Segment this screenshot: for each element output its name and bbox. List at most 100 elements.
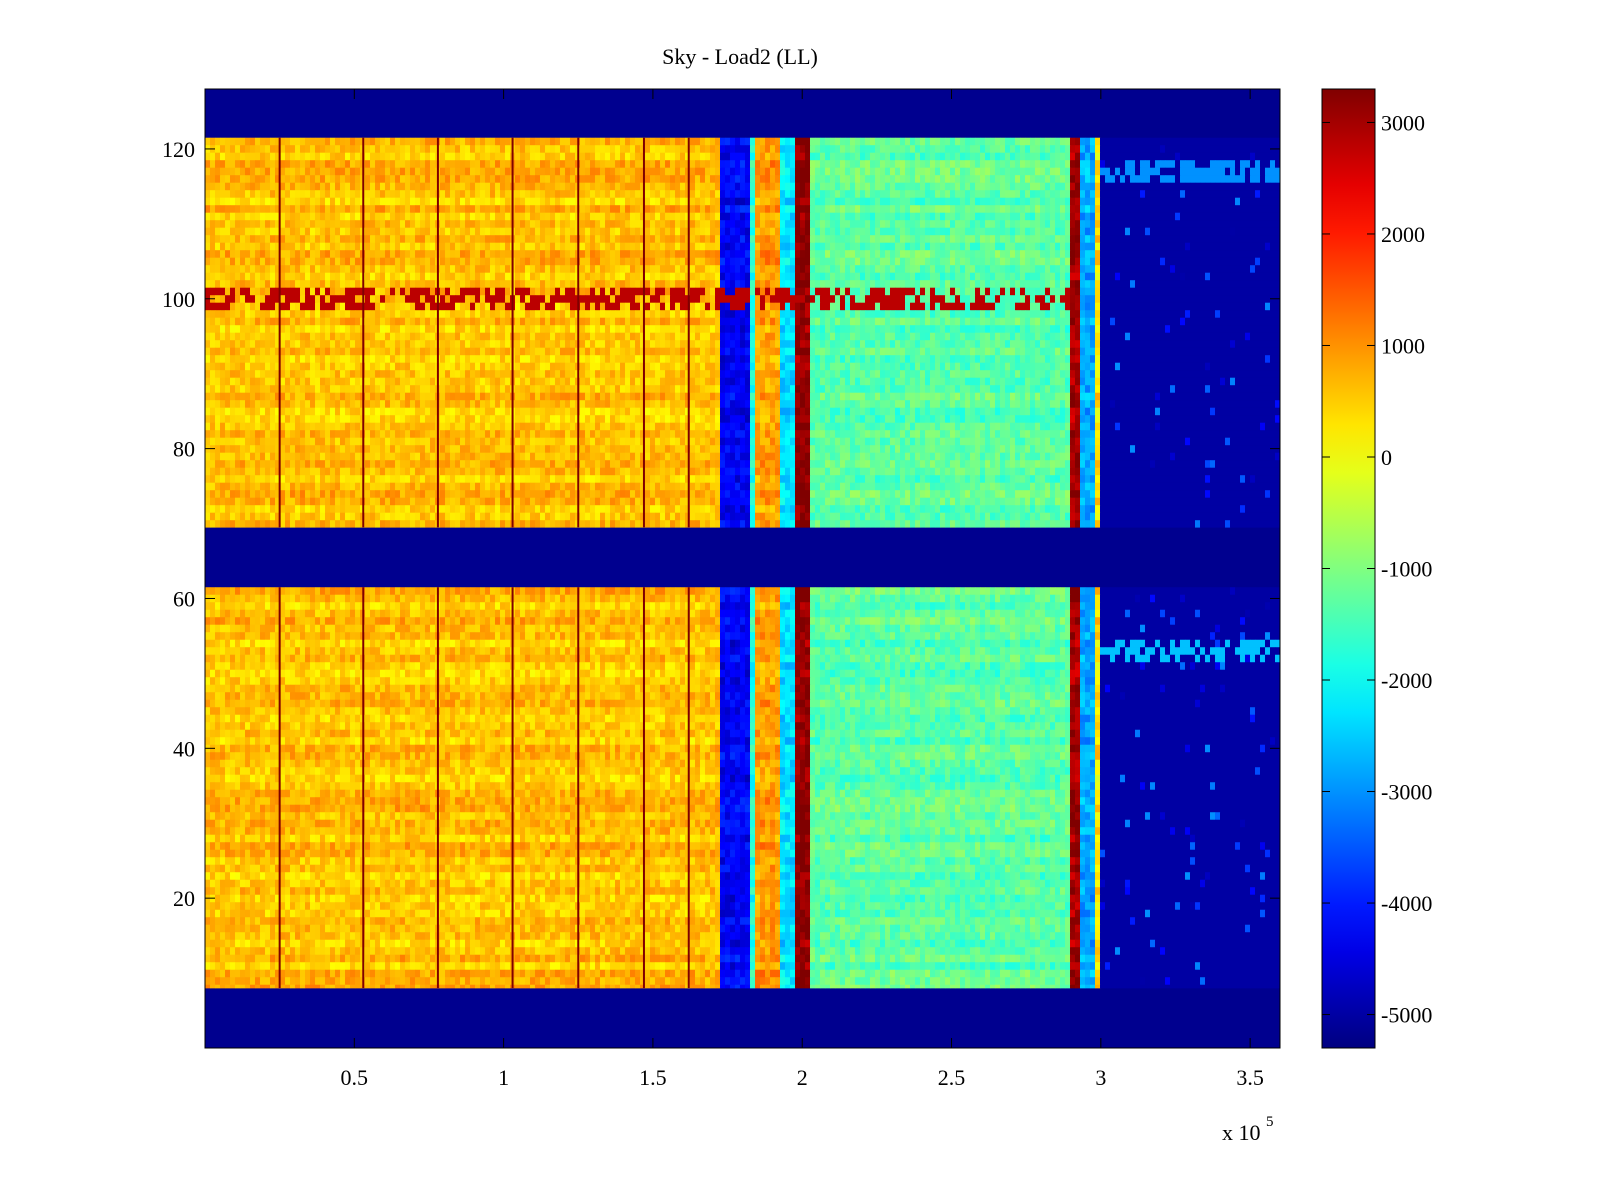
heatmap-cell bbox=[715, 610, 720, 618]
heatmap-cell bbox=[335, 692, 340, 700]
heatmap-cell bbox=[1195, 625, 1200, 633]
heatmap-cell bbox=[210, 677, 215, 685]
heatmap-cell bbox=[1205, 587, 1210, 595]
heatmap-cell bbox=[1080, 625, 1085, 633]
heatmap-cell bbox=[535, 647, 540, 655]
heatmap-cell bbox=[880, 677, 885, 685]
heatmap-cell bbox=[1045, 655, 1050, 663]
heatmap-cell bbox=[1170, 587, 1175, 595]
heatmap-cell bbox=[980, 610, 985, 618]
heatmap-cell bbox=[545, 617, 550, 625]
heatmap-cell bbox=[560, 707, 565, 715]
heatmap-cell bbox=[810, 745, 815, 753]
heatmap-cell bbox=[895, 632, 900, 640]
heatmap-cell bbox=[260, 602, 265, 610]
heatmap-cell bbox=[600, 730, 605, 738]
heatmap-cell bbox=[1000, 647, 1005, 655]
heatmap-cell bbox=[935, 587, 940, 595]
heatmap-cell bbox=[1125, 602, 1130, 610]
heatmap-cell bbox=[830, 722, 835, 730]
heatmap-cell bbox=[525, 745, 530, 753]
heatmap-cell bbox=[445, 640, 450, 648]
heatmap-cell bbox=[805, 700, 810, 708]
heatmap-cell bbox=[265, 610, 270, 618]
heatmap-cell bbox=[885, 722, 890, 730]
heatmap-cell bbox=[520, 602, 525, 610]
heatmap-cell bbox=[595, 692, 600, 700]
heatmap-cell bbox=[960, 640, 965, 648]
heatmap-cell bbox=[720, 602, 725, 610]
heatmap-cell bbox=[295, 700, 300, 708]
heatmap-cell bbox=[350, 640, 355, 648]
heatmap-cell bbox=[310, 707, 315, 715]
heatmap-cell bbox=[300, 625, 305, 633]
heatmap-cell bbox=[725, 647, 730, 655]
heatmap-cell bbox=[255, 707, 260, 715]
heatmap-cell bbox=[655, 730, 660, 738]
heatmap-cell bbox=[695, 632, 700, 640]
heatmap-cell bbox=[265, 617, 270, 625]
heatmap-cell bbox=[300, 670, 305, 678]
heatmap-cell bbox=[400, 602, 405, 610]
heatmap-cell bbox=[555, 662, 560, 670]
heatmap-cell bbox=[505, 655, 510, 663]
heatmap-cell bbox=[490, 715, 495, 723]
heatmap-cell bbox=[1190, 730, 1195, 738]
heatmap-cell bbox=[340, 707, 345, 715]
heatmap-cell bbox=[925, 745, 930, 753]
heatmap-cell bbox=[860, 685, 865, 693]
heatmap-cell bbox=[695, 595, 700, 603]
heatmap-cell bbox=[1025, 685, 1030, 693]
heatmap-cell bbox=[815, 730, 820, 738]
heatmap-cell bbox=[660, 610, 665, 618]
heatmap-cell bbox=[1135, 617, 1140, 625]
heatmap-cell bbox=[1000, 700, 1005, 708]
heatmap-cell bbox=[885, 685, 890, 693]
heatmap-cell bbox=[750, 625, 755, 633]
heatmap-cell bbox=[1025, 640, 1030, 648]
heatmap-cell bbox=[1230, 617, 1235, 625]
heatmap-cell bbox=[505, 692, 510, 700]
heatmap-cell bbox=[390, 745, 395, 753]
heatmap-cell bbox=[1010, 745, 1015, 753]
heatmap-cell bbox=[840, 700, 845, 708]
heatmap-cell bbox=[395, 730, 400, 738]
heatmap-cell bbox=[210, 655, 215, 663]
heatmap-cell bbox=[310, 700, 315, 708]
heatmap-cell bbox=[415, 602, 420, 610]
heatmap-cell bbox=[365, 670, 370, 678]
heatmap-cell bbox=[940, 685, 945, 693]
heatmap-cell bbox=[615, 700, 620, 708]
heatmap-cell bbox=[315, 707, 320, 715]
heatmap-cell bbox=[300, 677, 305, 685]
heatmap-cell bbox=[1150, 677, 1155, 685]
heatmap-cell bbox=[950, 617, 955, 625]
heatmap-cell bbox=[795, 655, 800, 663]
heatmap-cell bbox=[270, 602, 275, 610]
heatmap-cell bbox=[335, 737, 340, 745]
heatmap-cell bbox=[690, 595, 695, 603]
heatmap-cell bbox=[240, 715, 245, 723]
heatmap-cell bbox=[1240, 662, 1245, 670]
heatmap-cell bbox=[535, 617, 540, 625]
heatmap-cell bbox=[1115, 715, 1120, 723]
heatmap-cell bbox=[1240, 602, 1245, 610]
heatmap-cell bbox=[815, 662, 820, 670]
heatmap-cell bbox=[370, 655, 375, 663]
heatmap-cell bbox=[495, 700, 500, 708]
heatmap-cell bbox=[1215, 692, 1220, 700]
heatmap-cell bbox=[1065, 700, 1070, 708]
heatmap-cell bbox=[680, 677, 685, 685]
heatmap-cell bbox=[1180, 587, 1185, 595]
heatmap-cell bbox=[865, 692, 870, 700]
heatmap-cell bbox=[1110, 692, 1115, 700]
heatmap-cell bbox=[595, 745, 600, 753]
heatmap-cell bbox=[470, 730, 475, 738]
heatmap-cell bbox=[925, 662, 930, 670]
heatmap-cell bbox=[1245, 602, 1250, 610]
heatmap-cell bbox=[320, 617, 325, 625]
heatmap-cell bbox=[795, 692, 800, 700]
heatmap-cell bbox=[1045, 595, 1050, 603]
heatmap-cell bbox=[1215, 700, 1220, 708]
heatmap-cell bbox=[855, 707, 860, 715]
